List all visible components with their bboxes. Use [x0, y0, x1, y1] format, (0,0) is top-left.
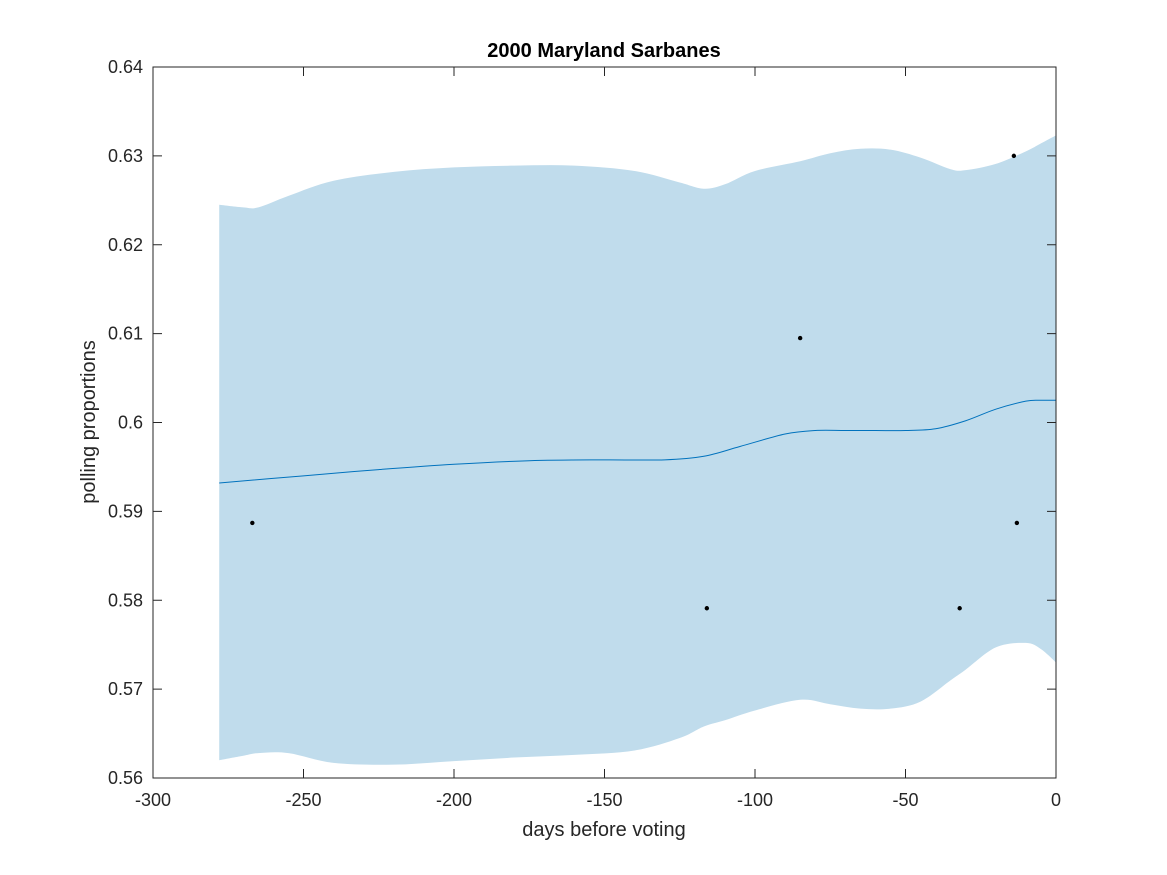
data-point	[250, 520, 255, 526]
x-tick-label: 0	[1051, 790, 1061, 810]
y-axis-label: polling proportions	[78, 340, 100, 503]
confidence-band	[219, 135, 1057, 765]
data-point	[704, 606, 710, 611]
y-tick-label: 0.64	[108, 57, 143, 77]
y-tick-label: 0.57	[108, 679, 143, 699]
x-axis-label: days before voting	[522, 819, 685, 841]
data-point	[957, 606, 962, 611]
series-line-0	[219, 399, 1057, 484]
y-tick-label: 0.59	[108, 501, 143, 521]
data-point	[797, 335, 803, 341]
y-tick-label: 0.56	[108, 768, 143, 788]
y-tick-label: 0.62	[108, 235, 143, 255]
data-points-layer	[250, 153, 1020, 611]
series-line-layer	[219, 399, 1057, 484]
x-tick-label: -50	[892, 790, 918, 810]
data-point	[1011, 153, 1017, 159]
x-ticks: -300 -250 -200 -150 -100 -50 0	[135, 67, 1061, 810]
data-point	[1014, 520, 1020, 526]
y-tick-label: 0.58	[108, 590, 143, 610]
x-tick-label: -300	[135, 790, 171, 810]
y-tick-label: 0.63	[108, 146, 143, 166]
x-tick-label: -150	[586, 790, 622, 810]
x-tick-label: -100	[737, 790, 773, 810]
x-tick-label: -250	[285, 790, 321, 810]
confidence-band-layer	[219, 135, 1057, 765]
y-ticks: 0.56 0.57 0.58 0.59 0.6 0.61 0.62 0.63 0.64	[108, 57, 1056, 788]
x-tick-label: -200	[436, 790, 472, 810]
chart-title: 2000 Maryland Sarbanes	[487, 40, 720, 62]
y-tick-label: 0.6	[118, 413, 143, 433]
y-tick-label: 0.61	[108, 324, 143, 344]
